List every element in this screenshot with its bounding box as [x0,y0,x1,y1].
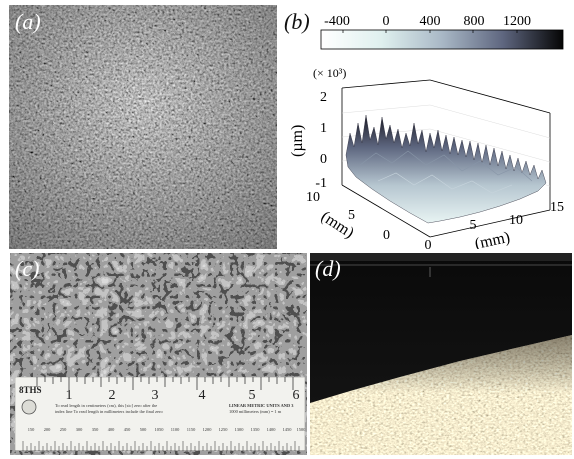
ruler-units-note: 1000 millimeters (mm) = 1 m [229,409,282,414]
colorbar-tick-label: 800 [464,14,485,29]
ruler-mm-number: 1100 [171,427,180,432]
ruler-mm-number: 1250 [219,427,229,432]
x-tick-label: 0 [425,238,432,249]
ruler-inch-number: 2 [109,388,116,403]
measuring-ruler: 8THS 1 2 3 4 5 6 To read length in centi… [15,377,305,451]
panel-c-gravel-photo: 8THS 1 2 3 4 5 6 To read length in centi… [10,253,307,455]
colorbar-tick-label: 0 [383,14,390,29]
colorbar-ticks [342,30,518,33]
ruler-mm-number: 1150 [187,427,196,432]
x-tick-label: 5 [470,218,477,233]
ruler-mm-number: 1050 [155,427,165,432]
y-tick-label: 0 [383,228,390,243]
panel-b-label: (b) [284,9,310,34]
ruler-mm-number: 500 [140,427,147,432]
ruler-mm-number: 250 [60,427,67,432]
surface-ridge-line [377,172,513,194]
flume-bed-image [310,253,572,455]
ruler-inch-number: 3 [152,388,159,403]
ruler-mm-number: 400 [108,427,115,432]
panel-a-label: (a) [15,9,41,34]
z-tick-label: -1 [315,176,327,191]
colorbar-tick-label: 400 [420,14,441,29]
ruler-mm-number: 1500 [297,427,305,432]
ruler-instructions: To read length in centimeters (cm), this… [55,403,157,409]
x-axis-label: (mm) [473,229,511,249]
ruler-mm-number: 200 [44,427,51,432]
z-axis-label: (µm) [289,125,306,157]
ruler-inch-number: 1 [66,388,73,403]
panel-c-label: (c) [15,256,40,281]
panel-d-label: (d) [315,256,341,281]
surface-plot-figure: -400 0 400 800 1200 (× 10³) 2 1 [289,14,564,249]
colorbar-tick-label: 1200 [503,14,531,29]
ruler-mm-number: 1450 [283,427,293,432]
y-tick-label: 5 [348,208,355,223]
ruler-mm-number: 350 [92,427,99,432]
colorbar-tick-label: -400 [324,14,350,29]
ruler-mm-number: 150 [28,427,35,432]
z-tick-label: 1 [320,121,327,136]
ruler-brand: 8THS [19,385,42,395]
ruler-mm-number: 300 [76,427,83,432]
surface-texture-image [9,5,277,249]
surface-mesh [345,114,547,224]
surface-ridge-line [359,150,533,182]
plot-axes-box [341,79,551,238]
colorbar [320,29,564,50]
ruler-inch-number: 5 [249,388,256,403]
ruler-mm-number: 450 [124,427,131,432]
ruler-hole-icon [21,399,37,415]
ruler-mm-number: 1300 [235,427,245,432]
z-tick-label: 2 [320,90,327,105]
x-tick-label: 10 [509,213,523,228]
ruler-instructions: index line To read length in millimeters… [55,409,163,414]
ruler-inch-number: 6 [293,388,300,403]
ruler-mm-number: 1400 [267,427,277,432]
panel-d-flume-photo: (d) [310,253,572,455]
y-tick-label: 10 [306,190,320,205]
ruler-inch-number: 4 [199,388,206,403]
z-tick-label: 0 [320,152,327,167]
x-tick-label: 15 [550,200,564,215]
ruler-mm-number: 1350 [251,427,261,432]
ruler-units-title: LINEAR METRIC UNITS AND 3 [229,403,294,408]
ruler-mm-number: 1200 [203,427,213,432]
panel-b-surface-plot: -400 0 400 800 1200 (× 10³) 2 1 [280,5,570,249]
panel-a-surface-photo: (a) [9,5,277,249]
z-axis-multiplier: (× 10³) [313,66,346,80]
